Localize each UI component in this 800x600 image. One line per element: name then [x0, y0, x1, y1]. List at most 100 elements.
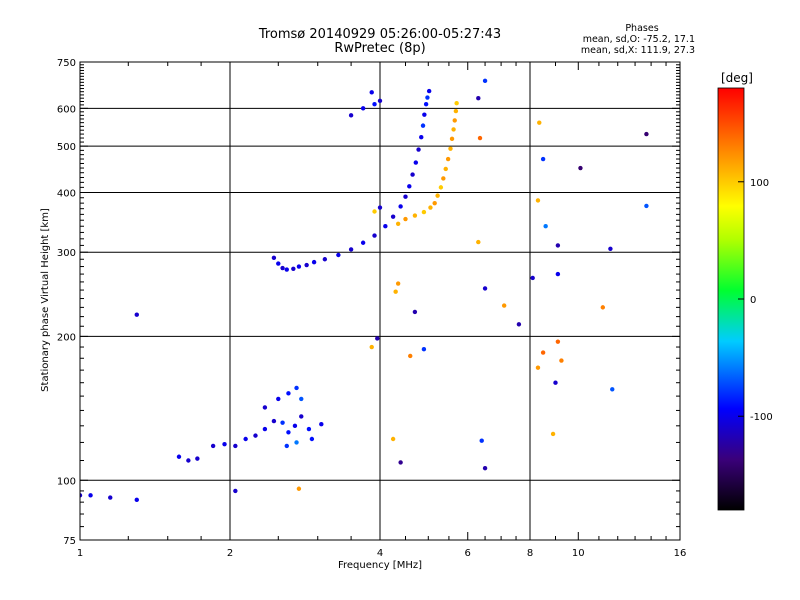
echo-point — [535, 365, 541, 370]
echo-point — [291, 266, 296, 271]
echo-point — [426, 88, 432, 94]
echo-point — [516, 322, 522, 327]
echo-point — [398, 460, 403, 465]
x-tick-label: 16 — [674, 548, 687, 559]
echo-point — [555, 243, 561, 248]
echo-point — [644, 131, 649, 137]
echo-point — [372, 209, 377, 214]
echo-point — [276, 396, 281, 402]
echo-point — [253, 433, 258, 438]
echo-point — [476, 95, 481, 101]
echo-point — [280, 420, 285, 425]
echo-point — [445, 156, 451, 162]
x-tick-label: 10 — [572, 548, 585, 559]
echo-point — [369, 344, 374, 350]
echo-point — [284, 267, 289, 272]
echo-point — [294, 385, 299, 391]
echo-point — [403, 194, 408, 199]
x-tick-label: 8 — [527, 548, 533, 559]
echo-point — [425, 95, 430, 100]
echo-point — [292, 423, 298, 429]
echo-point — [403, 216, 408, 222]
echo-point — [559, 358, 564, 363]
colorbar-tick-label: 0 — [750, 295, 756, 306]
tick-labels: 1 2 4 6 8 10 16 75 100 200 300 400 500 600 750 — [57, 58, 686, 559]
echo-point — [286, 430, 291, 435]
echo-point — [477, 135, 483, 141]
echo-point — [375, 336, 380, 341]
echo-point — [311, 259, 317, 265]
echo-point — [348, 113, 354, 118]
echo-point — [550, 431, 556, 437]
echo-point — [390, 214, 396, 219]
echo-points — [80, 78, 649, 503]
echo-point — [134, 312, 139, 317]
echo-point — [419, 135, 424, 140]
echo-point — [88, 493, 93, 498]
echo-point — [195, 456, 200, 461]
echo-point — [271, 255, 277, 261]
echo-point — [610, 387, 615, 392]
colorbar-tick-label: -100 — [750, 412, 773, 423]
y-tick-label: 100 — [57, 476, 76, 487]
echo-point — [276, 261, 281, 266]
echo-point — [435, 193, 440, 198]
x-axis-label: Frequency [MHz] — [338, 560, 422, 571]
axis-ticks — [79, 61, 681, 541]
echo-point — [482, 286, 488, 291]
echo-point — [420, 123, 426, 128]
y-tick-label: 200 — [57, 332, 76, 343]
echo-point — [540, 156, 546, 162]
echo-point — [453, 108, 459, 114]
x-tick-label: 1 — [77, 548, 83, 559]
echo-point — [262, 426, 268, 432]
echo-point — [412, 309, 418, 315]
echo-point — [441, 176, 446, 181]
echo-point — [421, 209, 427, 215]
echo-point — [80, 493, 83, 498]
y-tick-label: 300 — [57, 248, 76, 259]
colorbar-tick-label: 100 — [750, 178, 769, 189]
colorbar-ticks: 100 0 -100 — [738, 178, 773, 423]
echo-point — [395, 221, 401, 227]
echo-point — [372, 102, 377, 107]
echo-point — [555, 271, 561, 277]
echo-point — [233, 443, 238, 449]
echo-point — [233, 488, 238, 494]
echo-point — [423, 102, 429, 107]
echo-point — [319, 422, 324, 427]
echo-point — [306, 426, 312, 432]
echo-point — [296, 264, 302, 269]
echo-point — [262, 405, 268, 410]
echo-point — [304, 262, 309, 268]
echo-point — [294, 440, 299, 445]
stats-heading: Phases — [625, 23, 658, 34]
echo-point — [360, 106, 366, 111]
echo-point — [309, 436, 315, 442]
y-axis-label: Stationary phase Virtual Height [km] — [40, 208, 51, 392]
echo-point — [243, 436, 248, 442]
colorbar-label: [deg] — [721, 71, 753, 85]
echo-point — [454, 100, 459, 106]
echo-point — [210, 443, 216, 449]
echo-point — [452, 118, 457, 123]
echo-point — [286, 391, 291, 396]
echo-point — [600, 305, 606, 310]
echo-point — [390, 436, 396, 442]
x-tick-label: 6 — [465, 548, 471, 559]
echo-point — [543, 224, 548, 229]
echo-point — [476, 239, 481, 245]
echo-point — [410, 172, 415, 177]
chart-title: Tromsø 20140929 05:26:00-05:27:43 — [258, 27, 501, 42]
x-tick-label: 4 — [377, 548, 383, 559]
echo-point — [271, 418, 277, 424]
echo-point — [395, 281, 401, 286]
stats-o-mode: mean, sd,O: -75.2, 17.1 — [583, 34, 695, 45]
chart-subtitle: RwPretec (8p) — [334, 41, 425, 56]
y-tick-label: 75 — [63, 536, 76, 547]
echo-point — [108, 495, 113, 500]
echo-point — [479, 438, 484, 443]
echo-point — [535, 198, 541, 203]
echo-point — [451, 127, 456, 132]
